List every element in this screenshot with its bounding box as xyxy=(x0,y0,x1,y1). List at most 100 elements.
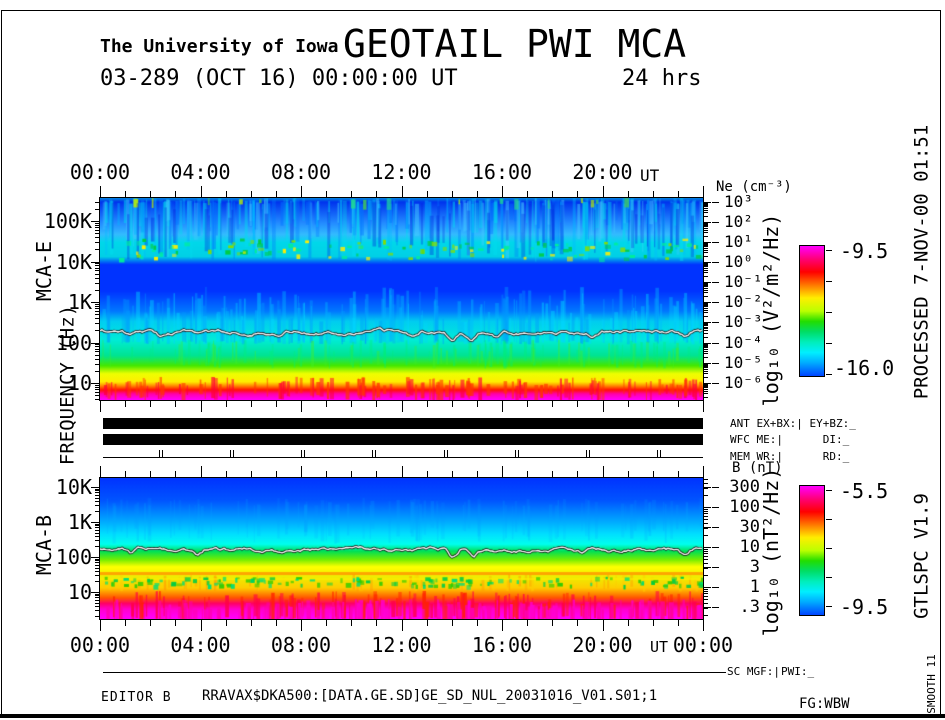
log-minor-tick xyxy=(703,376,708,378)
mem-wr-tick xyxy=(233,450,234,457)
time-tick xyxy=(275,191,277,198)
log-minor-tick xyxy=(95,602,100,604)
log-minor-tick xyxy=(95,391,100,393)
log-minor-tick xyxy=(95,597,100,599)
colorbar-tick xyxy=(826,250,832,251)
time-tick xyxy=(200,400,202,412)
log-minor-tick xyxy=(95,389,100,391)
log-minor-tick xyxy=(95,384,100,386)
colorbar-tick xyxy=(826,519,832,520)
fg-label: FG:WBW xyxy=(799,696,850,712)
time-tick xyxy=(502,186,503,198)
log-minor-tick xyxy=(95,610,100,612)
log-minor-tick xyxy=(95,560,100,562)
ant-status-bar xyxy=(103,418,703,429)
time-label: 08:00 xyxy=(270,633,332,657)
log-minor-tick xyxy=(703,607,708,609)
time-tick xyxy=(376,471,378,478)
colorbar-tick xyxy=(826,606,832,607)
log-minor-tick xyxy=(703,346,708,348)
log-major-tick xyxy=(91,383,100,384)
ne-tick-label: 10⁻⁵ xyxy=(724,353,763,372)
mem-wr-tick xyxy=(159,450,160,457)
mem-wr-tick xyxy=(518,450,519,457)
time-tick xyxy=(652,191,654,198)
time-tick xyxy=(577,619,579,626)
log-minor-tick xyxy=(703,312,708,314)
time-tick xyxy=(175,619,177,626)
time-tick xyxy=(602,400,604,412)
log-minor-tick xyxy=(95,303,100,305)
log-minor-tick xyxy=(703,363,708,365)
log-minor-tick xyxy=(95,570,100,572)
time-tick xyxy=(552,400,554,407)
time-tick xyxy=(627,619,629,626)
log-minor-tick xyxy=(703,390,708,392)
log-minor-tick xyxy=(95,323,100,325)
log-major-tick xyxy=(703,202,711,203)
freq-tick-label: 1K xyxy=(67,510,92,534)
log-minor-tick xyxy=(703,315,708,317)
log-major-tick xyxy=(703,587,711,588)
time-tick xyxy=(502,619,503,631)
time-tick xyxy=(527,400,529,407)
log-minor-tick xyxy=(703,209,708,211)
log-minor-tick xyxy=(703,562,708,564)
log-minor-tick xyxy=(95,399,100,401)
log-minor-tick xyxy=(95,318,100,320)
axis-dash xyxy=(712,282,719,283)
log-minor-tick xyxy=(95,500,100,502)
mem-wr-tick xyxy=(304,450,305,457)
log-minor-tick xyxy=(95,546,100,548)
colorbar-tick xyxy=(826,374,832,375)
log-minor-tick xyxy=(703,222,708,224)
mem-wr-tick xyxy=(230,450,231,457)
time-tick xyxy=(100,466,101,478)
freq-tick-label: 10K xyxy=(55,249,92,274)
log-minor-tick xyxy=(703,513,708,515)
colorbar-b-gradient xyxy=(800,486,824,615)
time-tick xyxy=(200,466,202,478)
log-minor-tick xyxy=(703,534,708,536)
log-minor-tick xyxy=(95,208,100,210)
axis-dash xyxy=(712,607,719,608)
log-minor-tick xyxy=(703,322,708,324)
time-tick xyxy=(326,400,328,407)
axis-dash xyxy=(712,507,719,508)
freq-tick-label: 100 xyxy=(55,545,92,569)
log-minor-tick xyxy=(95,558,100,560)
log-major-tick xyxy=(703,363,711,364)
log-minor-tick xyxy=(703,246,708,248)
axis-dash xyxy=(712,547,719,548)
time-tick xyxy=(703,619,704,631)
time-tick xyxy=(602,186,604,198)
log-minor-tick xyxy=(703,567,708,569)
log-major-tick xyxy=(91,342,100,344)
time-tick xyxy=(703,186,704,198)
log-minor-tick xyxy=(703,548,708,550)
log-major-tick xyxy=(91,592,100,593)
log-minor-tick xyxy=(703,232,708,234)
ne-tick-label: 10⁻² xyxy=(724,292,763,311)
time-tick xyxy=(652,471,654,478)
time-tick xyxy=(527,191,529,198)
log-minor-tick xyxy=(703,555,708,557)
log-minor-tick xyxy=(703,255,708,257)
time-tick xyxy=(275,471,277,478)
log-minor-tick xyxy=(95,535,100,537)
time-tick xyxy=(426,191,428,198)
time-label: 12:00 xyxy=(371,160,432,184)
log-minor-tick xyxy=(95,492,100,494)
log-minor-tick xyxy=(703,205,708,207)
log-minor-tick xyxy=(703,308,708,310)
log-minor-tick xyxy=(703,384,708,386)
freq-tick-label: 10 xyxy=(67,371,92,395)
log-minor-tick xyxy=(703,366,708,368)
time-tick xyxy=(175,400,177,407)
time-tick xyxy=(225,471,227,478)
time-label: 00:00 xyxy=(69,633,131,657)
time-label: 20:00 xyxy=(572,633,633,657)
time-tick xyxy=(476,400,478,407)
log-minor-tick xyxy=(703,344,708,346)
mca-b-panel xyxy=(99,477,704,620)
